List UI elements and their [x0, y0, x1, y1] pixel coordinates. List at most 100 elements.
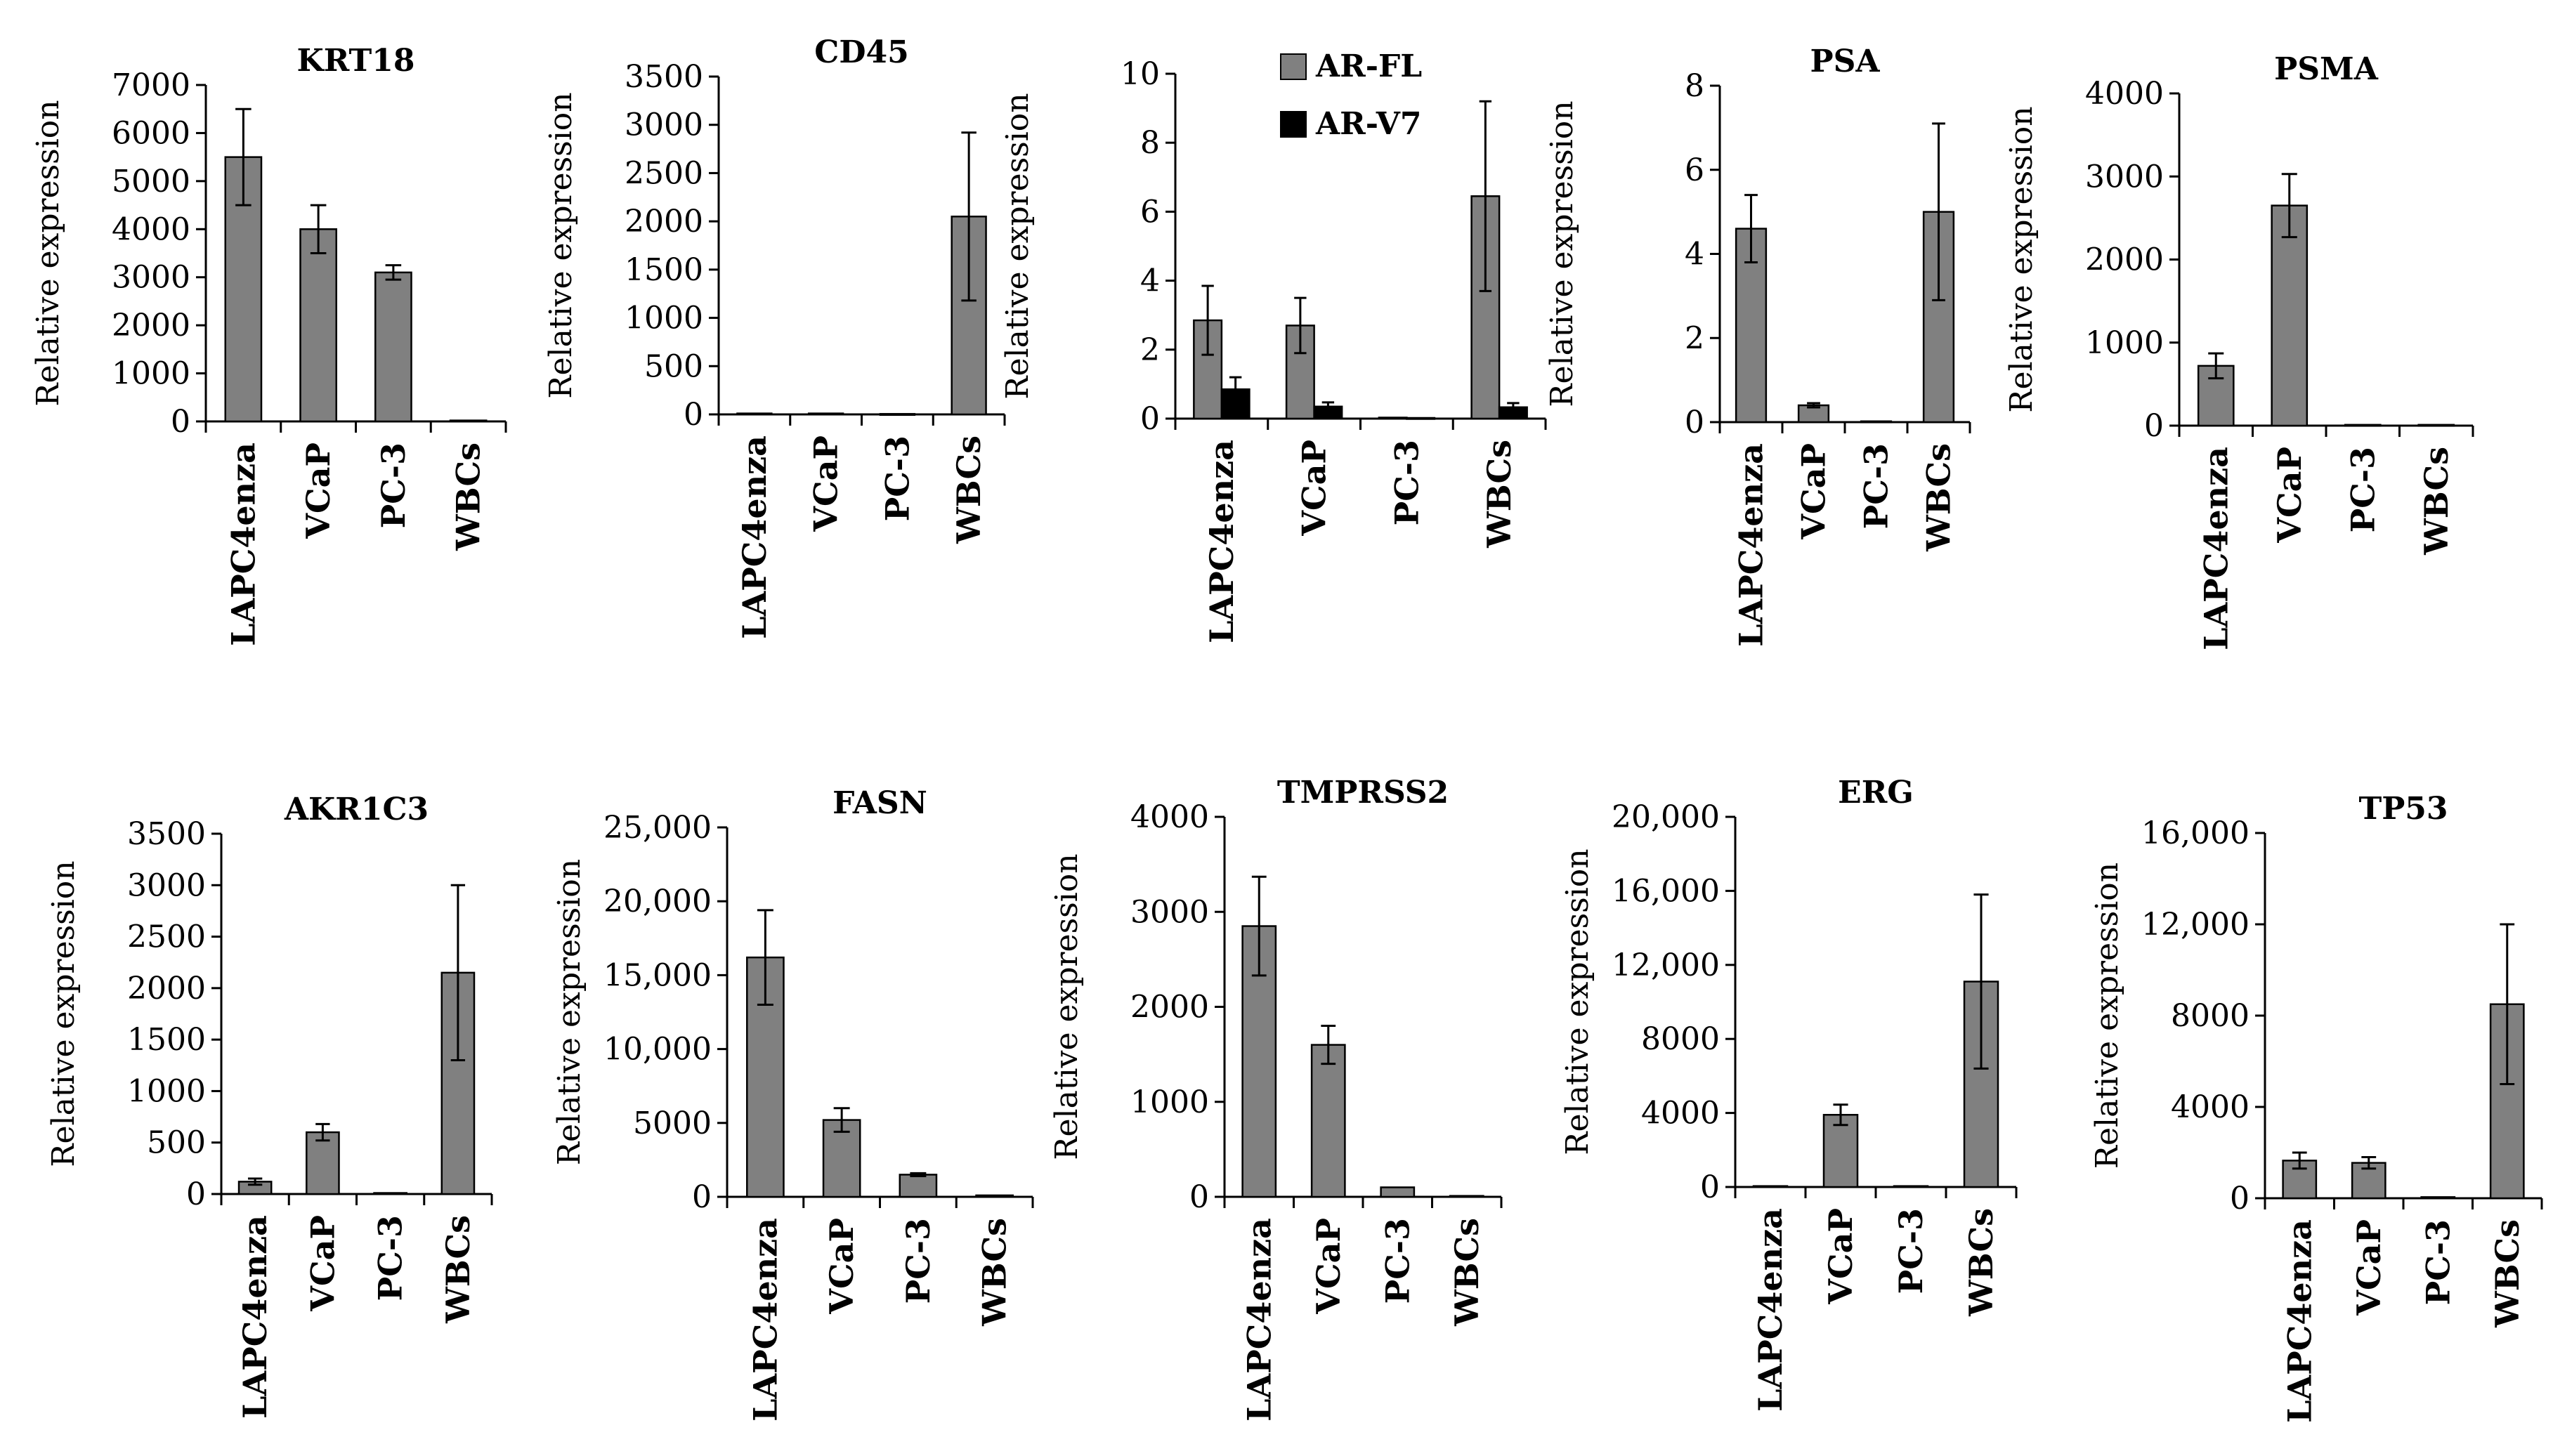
chart-2-ar: Relative expression 0 2 4 6 8 10 LAPC4enza VCaP P… [1000, 48, 1547, 643]
bar-pc-3-ar-fl [1378, 417, 1408, 420]
chart-4-psma: PSMA Relative expression 0 1000 2000 3000 4000… [2004, 51, 2474, 650]
y-tick-label: 12,000 [2141, 907, 2250, 943]
y-tick-label: 2 [1685, 320, 1704, 356]
x-tick-label: WBCs [1962, 1208, 2000, 1317]
bar-wbcs [975, 1194, 1014, 1198]
bar-pc-3 [2344, 424, 2382, 427]
y-axis-label: Relative expression [2004, 106, 2039, 412]
bar-wbcs [2417, 424, 2455, 427]
x-tick-label: VCaP [1822, 1208, 1860, 1305]
y-tick-label: 2 [1140, 332, 1160, 368]
y-tick-label: 3000 [1130, 894, 1209, 930]
x-tick-label: PC-3 [1892, 1208, 1930, 1294]
chart-title: AKR1C3 [284, 792, 429, 827]
bar-vcap [1822, 1113, 1859, 1188]
y-tick-label: 1000 [2085, 325, 2164, 361]
chart-8-erg: ERG Relative expression 0 4000 8000 12,000 16,… [1560, 775, 2018, 1412]
y-tick-label: 1000 [112, 356, 190, 392]
x-tick-label: WBCs [450, 442, 488, 551]
x-tick-label: PC-3 [2419, 1219, 2457, 1305]
chart-title: FASN [832, 785, 927, 821]
y-tick-label: 1000 [625, 301, 703, 336]
chart-9-tp53: TP53 Relative expression 0 4000 8000 12,000 16… [2089, 791, 2543, 1423]
y-tick-label: 0 [1700, 1169, 1720, 1205]
bar-vcap [306, 1131, 340, 1195]
chart-title: TMPRSS2 [1277, 775, 1449, 811]
y-tick-label: 2000 [112, 308, 190, 343]
bar-pc-3 [374, 271, 412, 423]
bar-pc-3 [2420, 1196, 2456, 1200]
y-tick-label: 0 [692, 1179, 712, 1215]
y-tick-label: 6 [1140, 194, 1160, 230]
y-tick-label: 3000 [127, 867, 206, 903]
y-tick-label: 4000 [2085, 76, 2164, 112]
x-tick-label: VCaP [1295, 440, 1333, 537]
y-tick-label: 8000 [2171, 998, 2250, 1034]
x-tick-label: WBCs [1448, 1218, 1486, 1327]
bar-pc-3-ar-v7 [1406, 417, 1436, 420]
y-tick-label: 500 [147, 1125, 206, 1161]
y-tick-label: 12,000 [1612, 947, 1720, 983]
y-tick-label: 4 [1140, 263, 1160, 299]
chart-5-akr1c3: AKR1C3 Relative expression 0 500 1000 1500 200… [46, 792, 493, 1419]
y-tick-label: 1000 [127, 1073, 206, 1109]
y-tick-label: 8 [1140, 125, 1160, 161]
y-tick-label: 6000 [112, 115, 190, 151]
y-tick-label: 4000 [1130, 799, 1209, 835]
x-tick-label: LAPC4enza [1203, 440, 1241, 643]
x-tick-label: WBCs [1920, 443, 1958, 552]
chart-title: KRT18 [296, 43, 414, 79]
chart-title: PSA [1810, 44, 1881, 79]
y-tick-label: 5000 [112, 164, 190, 199]
y-tick-label: 0 [684, 397, 703, 433]
x-tick-label: LAPC4enza [746, 1218, 784, 1422]
x-tick-label: VCaP [303, 1215, 341, 1312]
y-tick-label: 2000 [2085, 242, 2164, 278]
y-tick-label: 1000 [1130, 1084, 1209, 1120]
y-tick-label: 20,000 [603, 884, 712, 919]
y-tick-label: 2500 [127, 919, 206, 955]
bar-lapc4enza [736, 412, 773, 416]
x-tick-label: VCaP [1310, 1218, 1347, 1315]
y-tick-label: 3000 [625, 107, 703, 143]
x-tick-label: VCaP [2350, 1219, 2388, 1316]
y-tick-label: 3000 [2085, 159, 2164, 195]
x-tick-label: PC-3 [899, 1218, 937, 1304]
bar-vcap [1310, 1044, 1346, 1198]
x-tick-label: WBCs [2488, 1219, 2526, 1328]
chart-1-cd45: CD45 Relative expression 0 500 1000 1500 2000 2… [543, 34, 1006, 639]
y-axis-label: Relative expression [1544, 100, 1580, 407]
chart-title: CD45 [814, 34, 908, 70]
bar-lapc4enza [1752, 1185, 1789, 1188]
y-tick-label: 16,000 [1612, 873, 1720, 909]
y-tick-label: 4000 [112, 211, 190, 247]
y-tick-label: 0 [186, 1176, 206, 1212]
y-tick-label: 2000 [625, 204, 703, 240]
bar-pc-3 [899, 1174, 938, 1198]
chart-0-krt18: KRT18 Relative expression 0 1000 2000 3000 400… [30, 43, 507, 646]
y-tick-label: 0 [1685, 405, 1704, 440]
x-tick-label: PC-3 [1378, 1218, 1416, 1304]
y-tick-label: 7000 [112, 67, 190, 103]
x-tick-label: VCaP [823, 1218, 861, 1315]
x-tick-label: LAPC4enza [1751, 1208, 1789, 1412]
bar-vcap [2271, 204, 2309, 427]
x-tick-label: PC-3 [1388, 440, 1425, 525]
bar-pc-3 [879, 413, 916, 417]
legend-label: AR-FL [1315, 48, 1422, 84]
y-tick-label: 4000 [2171, 1089, 2250, 1125]
y-tick-label: 3000 [112, 260, 190, 296]
x-tick-label: PC-3 [374, 442, 412, 528]
x-tick-label: LAPC4enza [736, 435, 773, 639]
y-tick-label: 2500 [625, 155, 703, 191]
bar-pc-3 [1380, 1186, 1416, 1198]
bar-vcap [299, 228, 337, 423]
y-tick-label: 0 [171, 404, 190, 440]
y-axis-label: Relative expression [1000, 93, 1036, 399]
x-tick-label: WBCs [950, 435, 988, 544]
y-tick-label: 2000 [1130, 990, 1209, 1025]
x-tick-label: LAPC4enza [1732, 443, 1770, 647]
y-axis-label: Relative expression [543, 92, 579, 398]
x-tick-label: WBCs [439, 1215, 477, 1324]
